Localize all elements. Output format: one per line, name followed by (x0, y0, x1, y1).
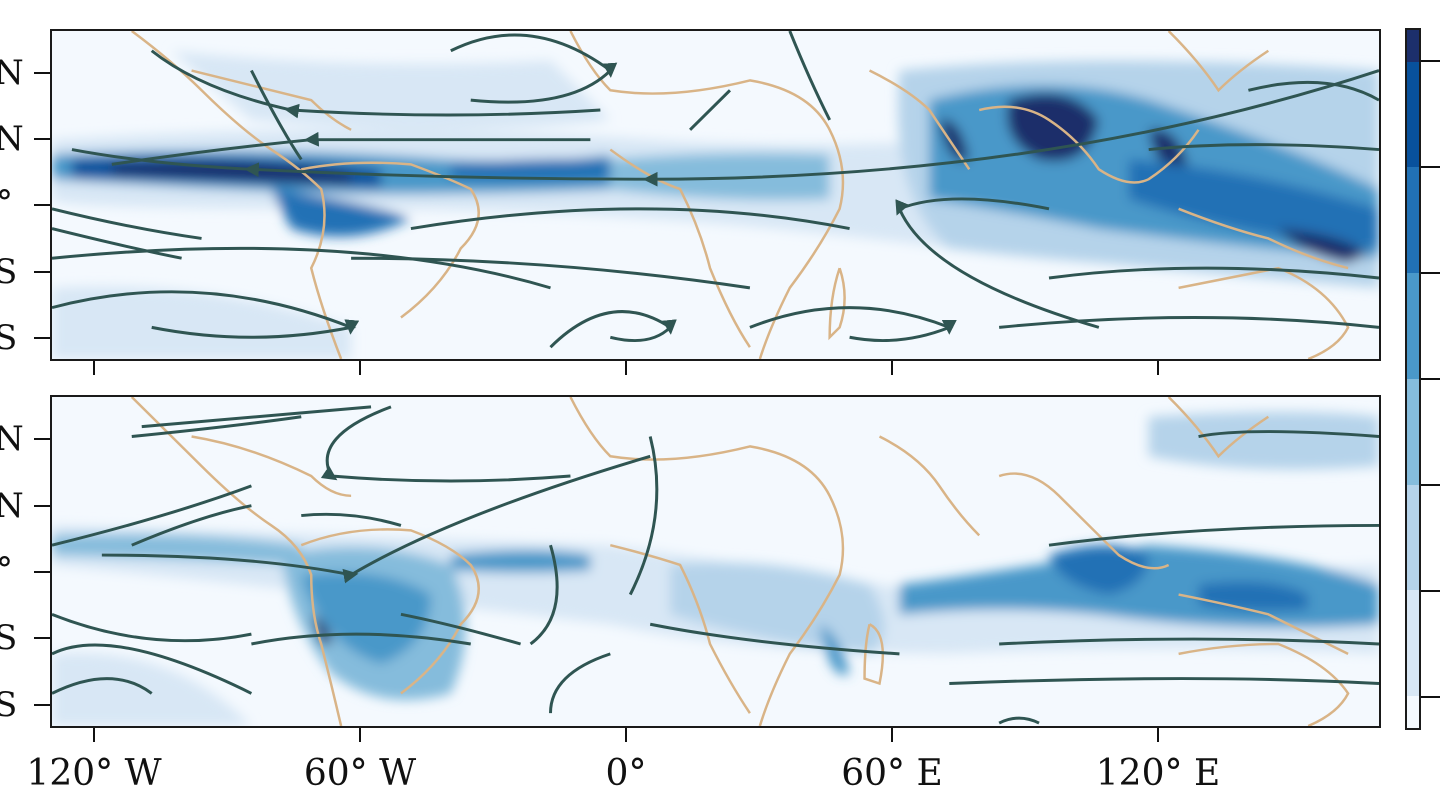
x-tick-bottom-120e (1157, 728, 1159, 742)
colorbar (1405, 28, 1421, 730)
y-label-top-40s: S (0, 318, 18, 358)
y-tick-top-40n (34, 72, 50, 74)
y-tick-top-20n (34, 138, 50, 140)
map-panel-bottom (50, 395, 1381, 728)
y-tick-top-20s (34, 271, 50, 273)
y-label-bottom-40s: S (0, 685, 18, 725)
x-tick-top-120e (1157, 361, 1159, 375)
y-tick-bottom-0 (34, 571, 50, 573)
colorbar-tick-4 (1421, 378, 1440, 380)
y-label-top-40n: N (0, 53, 24, 93)
x-label-60e: 60° E (841, 753, 943, 794)
colorbar-band-2 (1407, 590, 1419, 697)
x-tick-bottom-0 (625, 728, 627, 742)
colorbar-tick-3 (1421, 272, 1440, 274)
colorbar-band-7 (1407, 61, 1419, 168)
x-tick-top-120w (93, 361, 95, 375)
x-label-120w: 120° W (26, 753, 162, 794)
y-label-bottom-20n: N (0, 486, 24, 526)
y-label-bottom-40n: N (0, 419, 24, 459)
y-tick-bottom-40s (34, 704, 50, 706)
precipitation-field-bottom (52, 397, 1379, 726)
x-tick-top-0 (625, 361, 627, 375)
colorbar-band-1 (1407, 696, 1419, 728)
y-label-bottom-0: ° (0, 550, 13, 590)
y-tick-bottom-20s (34, 637, 50, 639)
precipitation-field-top (52, 31, 1379, 359)
colorbar-band-6 (1407, 167, 1419, 274)
x-label-0: 0° (605, 753, 647, 794)
x-label-120e: 120° E (1095, 753, 1221, 794)
x-tick-top-60w (359, 361, 361, 375)
y-tick-top-0 (34, 204, 50, 206)
y-label-top-20n: N (0, 119, 24, 159)
y-label-top-20s: S (0, 252, 18, 292)
x-tick-bottom-120w (93, 728, 95, 742)
map-panel-top (50, 29, 1381, 361)
colorbar-tick-7 (1421, 696, 1440, 698)
y-tick-top-40s (34, 337, 50, 339)
colorbar-band-4 (1407, 378, 1419, 485)
colorbar-band-3 (1407, 484, 1419, 591)
colorbar-tick-5 (1421, 484, 1440, 486)
x-tick-bottom-60e (891, 728, 893, 742)
y-label-top-0: ° (0, 183, 13, 223)
colorbar-tick-6 (1421, 590, 1440, 592)
y-label-bottom-20s: S (0, 618, 18, 658)
colorbar-tick-1 (1421, 60, 1440, 62)
y-tick-bottom-20n (34, 505, 50, 507)
x-label-60w: 60° W (303, 753, 417, 794)
colorbar-tick-2 (1421, 166, 1440, 168)
x-tick-top-60e (891, 361, 893, 375)
x-tick-bottom-60w (359, 728, 361, 742)
colorbar-band-8 (1407, 30, 1419, 62)
colorbar-band-5 (1407, 273, 1419, 379)
y-tick-bottom-40n (34, 438, 50, 440)
